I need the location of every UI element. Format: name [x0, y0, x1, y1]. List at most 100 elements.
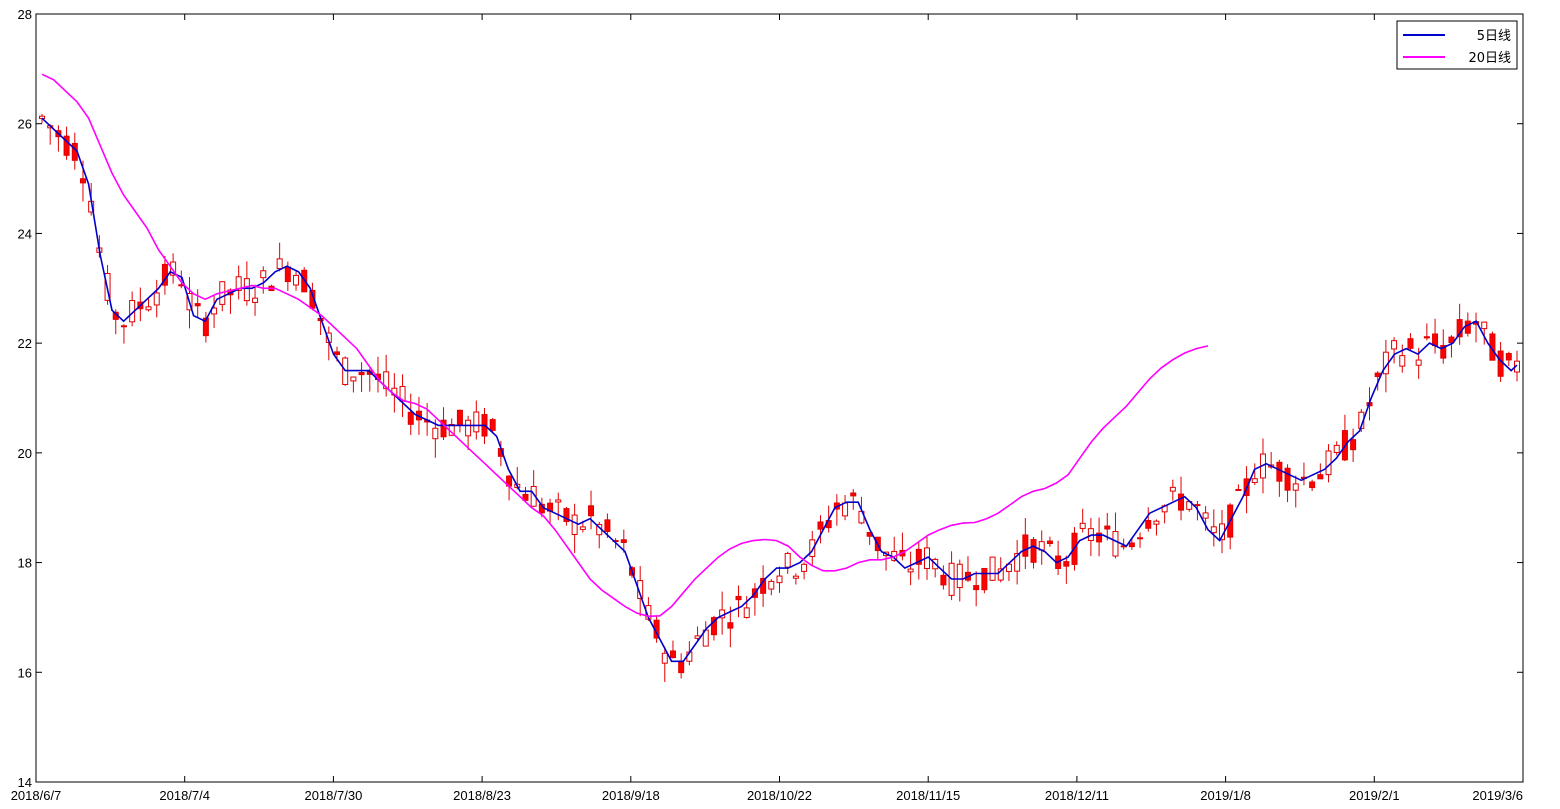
candle-body [842, 502, 849, 517]
candle-body [284, 266, 291, 283]
candle-body [776, 575, 783, 584]
candle-body [1350, 439, 1357, 451]
ma5-line [41, 117, 1518, 663]
plot-frame [35, 13, 1524, 783]
candle-body [981, 567, 988, 591]
x-tick-label: 2018/11/15 [896, 788, 960, 803]
candle-body [1145, 520, 1152, 529]
candle-body [1210, 526, 1217, 534]
x-tick-label: 2018/9/18 [602, 788, 660, 803]
candle-body [571, 514, 578, 535]
y-tick-label: 18 [18, 556, 32, 571]
candle-body [792, 575, 799, 579]
candle-body [170, 261, 177, 276]
y-tick-label: 22 [18, 336, 32, 351]
candle-body [79, 178, 86, 184]
x-tick-label: 2019/2/1 [1349, 788, 1400, 803]
candle-body [1399, 355, 1406, 367]
candle-body [1194, 504, 1201, 507]
candle-body [1284, 467, 1291, 491]
candle-body [153, 292, 160, 306]
candle-body [784, 552, 791, 568]
candle-body [735, 595, 742, 601]
x-tick-label: 2018/10/22 [747, 788, 812, 803]
candle-body [350, 376, 357, 382]
candle-body [211, 307, 218, 315]
candle-body [1481, 321, 1488, 330]
candle-body [1292, 483, 1299, 491]
candle-body [1128, 542, 1135, 548]
candle-body [456, 409, 463, 426]
candle-body [202, 317, 209, 337]
candle-body [727, 622, 734, 629]
candle-body [358, 372, 365, 376]
y-tick-label: 14 [18, 775, 32, 790]
candle-body [661, 652, 668, 664]
candle-body [1014, 553, 1021, 572]
candle-body [473, 411, 480, 433]
candle-body [1505, 353, 1512, 361]
candle-body [1415, 359, 1422, 366]
candle-body [997, 568, 1004, 581]
candle-body [1497, 350, 1504, 377]
candle-body [907, 568, 914, 573]
candle-body [579, 526, 586, 530]
candle-body [432, 427, 439, 440]
candle-body [1423, 336, 1430, 339]
x-tick-label: 2018/8/23 [453, 788, 511, 803]
candle-body [334, 351, 340, 355]
candle-body [710, 617, 717, 636]
candle-body [555, 499, 562, 503]
candle-body [293, 274, 300, 286]
candle-body [669, 650, 676, 659]
candle-body [1432, 333, 1439, 347]
candle-body [276, 258, 283, 270]
candle-body [1456, 319, 1463, 338]
y-tick-label: 26 [18, 117, 32, 132]
candle-body [678, 662, 685, 674]
candle-body [1137, 537, 1144, 540]
y-axis: 14 16 18 20 22 24 26 28 [18, 7, 1523, 790]
candle-body [1112, 531, 1119, 557]
candle-body [1063, 561, 1070, 567]
candle-body [1448, 336, 1455, 344]
moving-average-lines [41, 73, 1518, 663]
candle-body [1079, 522, 1086, 529]
candle-body [915, 548, 922, 565]
candle-body [120, 325, 127, 328]
candle-body [1104, 525, 1111, 530]
candle-body [1251, 478, 1258, 484]
candle-body [1464, 320, 1471, 334]
candle-body [399, 386, 406, 402]
candle-body [850, 492, 857, 497]
candle-body [801, 563, 808, 572]
candle-body [1407, 338, 1414, 349]
legend-label: 5日线 [1477, 29, 1511, 44]
candle-body [768, 580, 775, 590]
candle-body [1440, 344, 1447, 359]
x-axis: 2018/6/7 2018/7/4 2018/7/30 2018/8/23 2018/9… [11, 14, 1524, 803]
candle-body [940, 574, 947, 586]
candle-body [1374, 372, 1381, 378]
candle-body [243, 278, 250, 302]
candle-body [817, 521, 824, 530]
candle-body [260, 270, 267, 279]
candle-body [63, 135, 70, 156]
x-tick-label: 2019/1/8 [1200, 788, 1251, 803]
x-tick-label: 2018/7/4 [159, 788, 210, 803]
candles-group [39, 114, 1520, 682]
legend: 5日线 20日线 [1396, 20, 1518, 70]
y-tick-label: 20 [18, 446, 32, 461]
y-tick-label: 28 [18, 7, 32, 22]
candle-body [956, 563, 963, 589]
legend-box [1396, 20, 1518, 70]
candle-body [1022, 534, 1029, 557]
candle-body [588, 505, 595, 517]
x-tick-label: 2019/3/6 [1472, 788, 1523, 803]
candle-body [1178, 493, 1185, 511]
candle-body [1030, 539, 1037, 563]
candle-body [1235, 488, 1242, 491]
candle-body [235, 276, 242, 291]
candle-body [440, 419, 447, 438]
